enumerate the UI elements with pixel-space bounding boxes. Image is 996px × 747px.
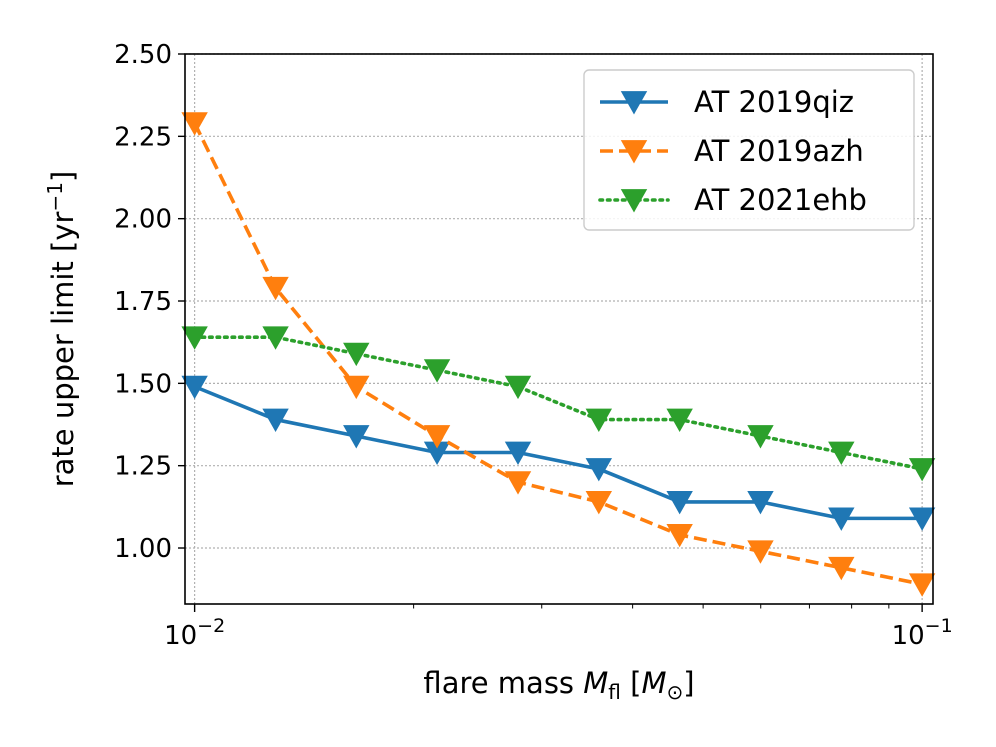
y-axis-label-close: ]	[46, 171, 80, 182]
legend: AT 2019qiz AT 2019azh AT 2021ehb	[583, 69, 915, 231]
data-point-marker	[504, 441, 532, 465]
data-point-marker	[423, 359, 451, 383]
legend-frame	[583, 69, 915, 231]
data-point-marker	[585, 458, 613, 482]
x-tick-label-base: 10	[892, 621, 925, 651]
legend-marker	[620, 140, 648, 164]
x-tick-label-exp: −1	[925, 615, 953, 637]
series-layer	[181, 112, 936, 597]
data-point-marker	[908, 507, 936, 531]
series-line	[193, 384, 923, 521]
data-point-marker	[828, 441, 855, 465]
x-axis-label-unit-var: M	[641, 666, 666, 700]
y-tick-label: 2.00	[114, 205, 172, 235]
data-point-marker	[828, 556, 855, 581]
legend-label: AT 2019azh	[694, 134, 864, 168]
legend-marker	[620, 91, 648, 115]
series-3	[181, 326, 936, 482]
data-point-marker	[181, 375, 208, 400]
legend-label: AT 2019qiz	[694, 85, 854, 119]
x-tick-label-base: 10	[164, 621, 197, 651]
x-axis-label-open: [	[621, 666, 642, 700]
y-tick-label: 1.50	[114, 369, 172, 399]
data-point-marker	[343, 425, 370, 449]
data-point-marker	[343, 375, 370, 400]
data-point-marker	[504, 471, 532, 495]
data-point-marker	[181, 112, 208, 136]
data-point-marker	[262, 276, 289, 301]
data-point-marker	[666, 408, 693, 433]
x-axis-label-var: M	[583, 666, 608, 700]
data-point-marker	[262, 408, 289, 433]
y-axis-label-text: rate upper limit [yr	[46, 211, 80, 487]
y-axis-label-sup: −1	[43, 182, 67, 211]
data-point-marker	[747, 540, 774, 564]
series-2	[181, 112, 936, 597]
series-line	[193, 122, 923, 587]
y-tick-label: 2.25	[114, 122, 172, 152]
data-point-marker	[262, 326, 289, 350]
x-tick-label: 10−1	[892, 615, 953, 651]
x-tick-label-exp: −2	[197, 615, 225, 637]
data-point-marker	[585, 408, 613, 433]
data-point-marker	[504, 375, 532, 400]
x-axis-label: flare mass Mfl [M⊙]	[423, 666, 694, 704]
data-point-marker	[747, 491, 774, 515]
y-tick-label: 1.00	[114, 534, 172, 564]
legend-marker	[620, 189, 648, 213]
data-point-marker	[585, 491, 613, 515]
data-point-marker	[181, 326, 208, 350]
data-point-marker	[343, 342, 370, 367]
y-tick-label: 1.75	[114, 287, 172, 317]
y-axis-label: rate upper limit [yr−1]	[43, 171, 80, 488]
data-point-marker	[747, 425, 774, 449]
data-point-marker	[908, 573, 936, 597]
data-point-marker	[666, 523, 693, 548]
legend-label: AT 2021ehb	[694, 183, 867, 217]
series-1	[181, 375, 936, 531]
y-tick-label: 2.50	[114, 40, 172, 70]
series-line	[192, 335, 924, 471]
data-point-marker	[828, 507, 855, 531]
x-axis-label-unit-sub: ⊙	[666, 680, 683, 704]
x-axis-label-text: flare mass	[423, 666, 583, 700]
data-point-marker	[666, 491, 693, 515]
data-point-marker	[908, 458, 936, 482]
x-axis-label-sub: fl	[608, 680, 621, 704]
y-tick-label: 1.25	[114, 452, 172, 482]
data-point-marker	[423, 425, 451, 449]
x-tick-label: 10−2	[164, 615, 225, 651]
x-axis-label-close: ]	[683, 666, 694, 700]
axes-frame	[184, 53, 934, 605]
